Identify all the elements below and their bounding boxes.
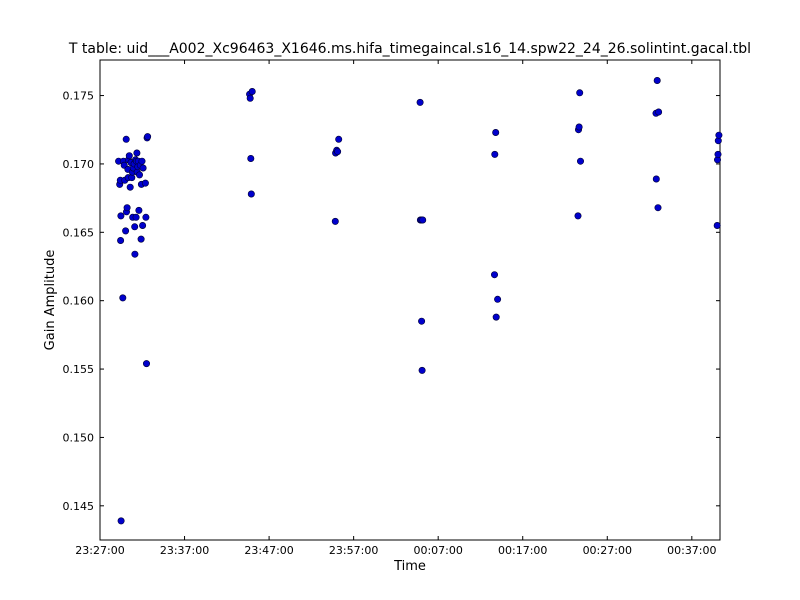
data-point	[133, 149, 141, 157]
data-point	[715, 131, 723, 139]
y-axis-label: Gain Amplitude	[43, 250, 58, 351]
data-point	[135, 206, 143, 214]
data-point	[247, 190, 255, 198]
data-point	[713, 222, 721, 230]
data-point	[419, 216, 427, 224]
data-point	[247, 155, 255, 163]
data-point	[137, 235, 145, 243]
y-axis: 0.145 0.150 0.155 0.160 0.165 0.170 0.175	[63, 90, 720, 513]
data-point	[714, 150, 722, 158]
data-point	[141, 179, 149, 187]
data-point	[122, 227, 130, 235]
data-point	[138, 157, 146, 165]
data-point	[335, 135, 343, 143]
data-point	[131, 250, 139, 258]
data-point	[331, 217, 339, 225]
data-point	[132, 213, 140, 221]
data-point	[142, 213, 150, 221]
data-point	[139, 222, 147, 230]
data-point	[418, 317, 426, 325]
data-point	[246, 94, 254, 102]
data-point	[491, 150, 499, 158]
data-point	[131, 223, 139, 231]
x-tick-label: 00:27:00	[583, 544, 632, 557]
data-point	[492, 313, 500, 321]
data-point	[248, 88, 256, 96]
data-point	[117, 212, 125, 220]
data-point	[654, 204, 662, 212]
y-tick-label: 0.160	[63, 295, 95, 308]
x-tick-label: 23:37:00	[160, 544, 209, 557]
chart-title: T table: uid___A002_Xc96463_X1646.ms.hif…	[68, 41, 751, 57]
data-point	[655, 108, 663, 116]
data-point	[144, 133, 152, 141]
x-tick-label: 00:07:00	[413, 544, 462, 557]
data-point	[652, 175, 660, 183]
data-point	[143, 360, 151, 368]
data-point	[492, 129, 500, 137]
data-point	[126, 183, 134, 191]
y-tick-label: 0.165	[63, 226, 95, 239]
data-point	[494, 295, 502, 303]
data-point	[117, 237, 125, 245]
data-point	[139, 164, 147, 172]
data-point	[123, 204, 131, 212]
y-tick-label: 0.150	[63, 431, 95, 444]
y-tick-label: 0.175	[63, 90, 95, 103]
x-tick-label: 23:27:00	[75, 544, 124, 557]
data-point	[576, 157, 584, 165]
data-point	[119, 294, 127, 302]
data-point	[416, 98, 424, 106]
x-tick-label: 23:57:00	[329, 544, 378, 557]
x-tick-label: 00:37:00	[667, 544, 716, 557]
data-point	[334, 148, 342, 156]
data-point	[575, 123, 583, 131]
x-tick-label: 00:17:00	[498, 544, 547, 557]
data-point	[574, 212, 582, 220]
data-point	[653, 77, 661, 85]
x-axis: 23:27:00 23:37:00 23:47:00 23:57:00 00:07:00…	[75, 60, 717, 557]
data-point	[136, 171, 144, 179]
x-axis-label: Time	[393, 559, 426, 574]
y-tick-label: 0.170	[63, 158, 95, 171]
data-point	[122, 135, 130, 143]
data-point	[576, 89, 584, 97]
x-tick-label: 23:47:00	[244, 544, 293, 557]
data-point	[125, 152, 133, 160]
data-point	[117, 517, 125, 525]
data-points	[115, 77, 723, 525]
data-point	[490, 271, 498, 279]
data-point	[418, 366, 426, 374]
y-tick-label: 0.145	[63, 500, 95, 513]
plot-area	[99, 59, 721, 541]
y-tick-label: 0.155	[63, 363, 95, 376]
